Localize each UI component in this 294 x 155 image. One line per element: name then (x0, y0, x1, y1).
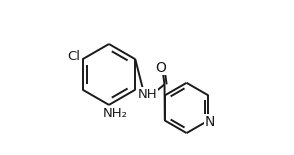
Text: NH₂: NH₂ (103, 107, 128, 120)
Text: N: N (204, 115, 215, 129)
Text: O: O (155, 61, 166, 75)
Text: NH: NH (138, 88, 158, 101)
Text: Cl: Cl (68, 50, 81, 63)
